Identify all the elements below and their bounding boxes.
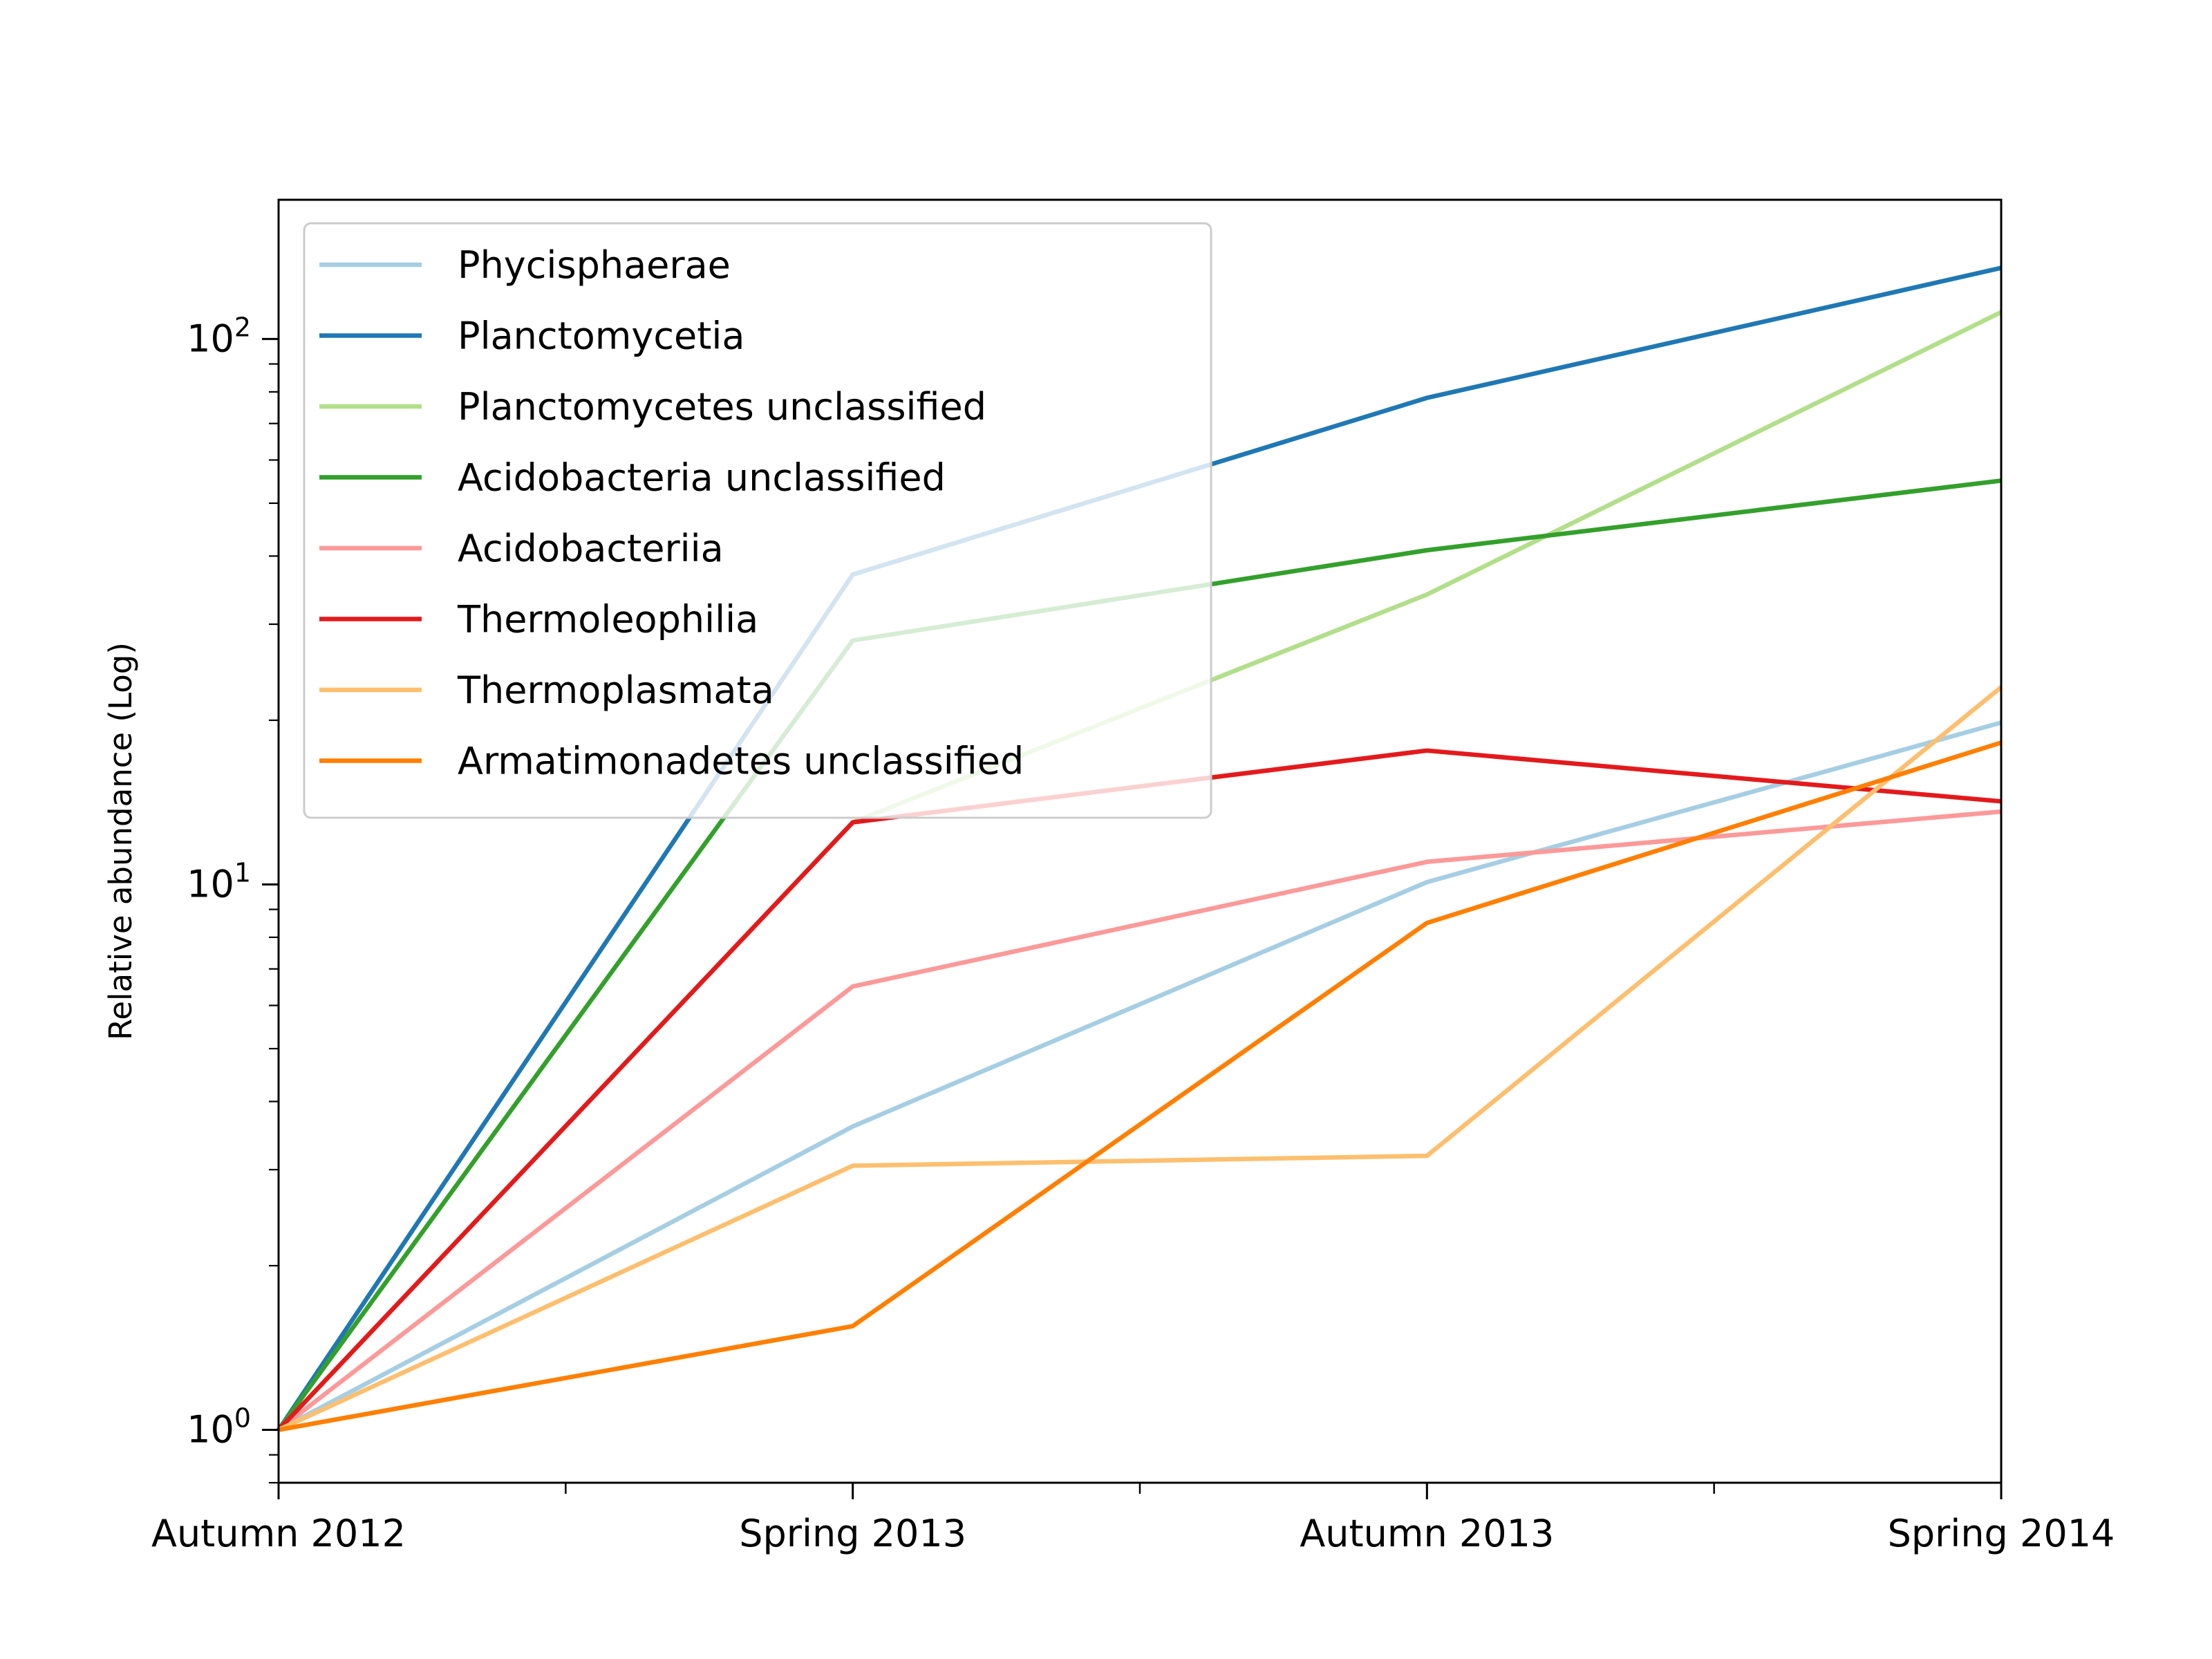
y-tick-label: 100 xyxy=(187,1403,251,1452)
y-axis: 100 101 102 xyxy=(187,312,279,1484)
legend-entry-5: Thermoleophilia xyxy=(457,598,758,641)
legend-entry-3: Acidobacteria unclassified xyxy=(458,456,946,500)
legend-entry-1: Planctomycetia xyxy=(458,315,745,358)
legend-entry-6: Thermoplasmata xyxy=(457,668,774,712)
series-line-0 xyxy=(277,720,2002,1432)
x-tick-label: Spring 2014 xyxy=(1888,1512,2115,1555)
series-line-6 xyxy=(277,685,2003,1432)
legend-entry-7: Armatimonadetes unclassified xyxy=(458,740,1024,783)
series-line-4 xyxy=(277,809,2002,1432)
x-tick-label: Autumn 2012 xyxy=(151,1512,406,1555)
x-tick-label: Spring 2013 xyxy=(739,1512,966,1555)
legend-entry-0: Phycisphaerae xyxy=(458,243,731,287)
y-tick-label: 101 xyxy=(187,857,251,906)
legend: Phycisphaerae Planctomycetia Planctomycete… xyxy=(303,222,1212,819)
legend-entry-2: Planctomycetes unclassified xyxy=(458,385,986,429)
legend-box xyxy=(303,222,1212,819)
y-tick-label: 102 xyxy=(187,312,251,360)
x-tick-label: Autumn 2013 xyxy=(1300,1512,1554,1555)
x-axis: Autumn 2012 Spring 2013 Autumn 2013 Spring … xyxy=(151,1483,2115,1555)
legend-entry-4: Acidobacteriia xyxy=(458,527,724,570)
series-line-7 xyxy=(278,740,2002,1432)
y-axis-label: Relative abundance (Log) xyxy=(102,642,139,1040)
